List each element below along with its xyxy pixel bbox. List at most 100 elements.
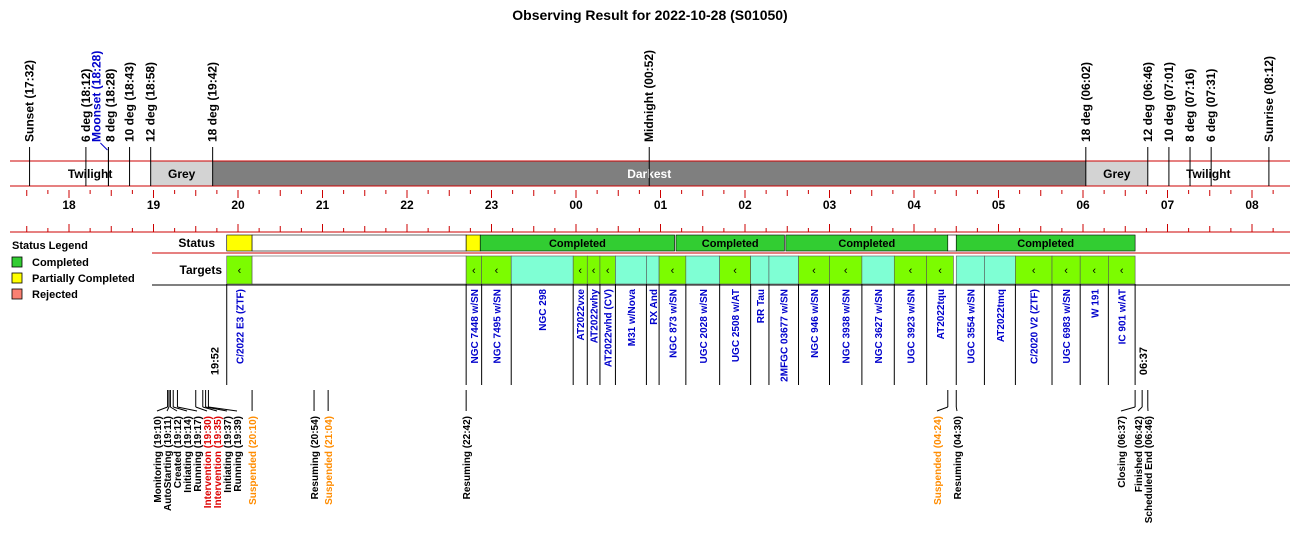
target-marker-0: ‹	[238, 265, 242, 277]
event-label-2: Created (19:12)	[173, 416, 184, 488]
marker-label-0: Sunset (17:32)	[23, 60, 37, 142]
event-label-16: Finished (06:42)	[1134, 416, 1145, 492]
target-block-11	[685, 255, 720, 285]
target-marker-19: ‹	[938, 265, 942, 277]
marker-label-10: 10 deg (07:01)	[1162, 62, 1176, 142]
hour-label-07: 07	[1161, 198, 1175, 212]
target-name-20: UGC 3554 w/SN	[966, 289, 977, 363]
status-block-3	[479, 234, 675, 252]
target-marker-18: ‹	[909, 265, 913, 277]
target-block-1	[251, 255, 467, 285]
event-label-9: Suspended (20:10)	[248, 416, 259, 505]
target-name-3: NGC 7495 w/SN	[492, 289, 503, 363]
target-name-12: UGC 2508 w/AT	[731, 289, 742, 362]
target-name-15: NGC 946 w/SN	[810, 289, 821, 358]
event-connector-7	[205, 406, 228, 412]
target-marker-7: ‹	[606, 265, 610, 277]
target-name-10: NGC 873 w/SN	[668, 289, 679, 358]
target-marker-3: ‹	[495, 265, 499, 277]
hour-label-06: 06	[1076, 198, 1090, 212]
chart-title: Observing Result for 2022-10-28 (S01050)	[512, 7, 787, 23]
target-block-12	[719, 255, 751, 285]
legend-label-1: Partially Completed	[32, 273, 135, 285]
status-row: Status Completed Completed Completed Complet…	[152, 234, 1290, 254]
hour-label-01: 01	[654, 198, 668, 212]
target-marker-22: ‹	[1032, 265, 1036, 277]
legend-swatch-2	[11, 288, 23, 300]
marker-label-4: 10 deg (18:43)	[123, 62, 137, 142]
target-name-22: C/2020 V2 (ZTF)	[1030, 289, 1041, 364]
event-log: Monitoring (19:10) AutoStarting (19:11) Cr…	[153, 390, 1155, 523]
event-label-10: Resuming (20:54)	[310, 416, 321, 499]
target-marker-23: ‹	[1064, 265, 1068, 277]
target-marker-16: ‹	[844, 265, 848, 277]
target-name-5: AT2022vxe	[576, 289, 587, 341]
status-block-4	[675, 234, 785, 252]
target-name-8: M31 w/Nova	[627, 289, 638, 347]
target-block-16	[829, 255, 863, 285]
hour-label-03: 03	[823, 198, 837, 212]
status-block-1	[251, 234, 467, 252]
event-connector-0	[156, 406, 168, 412]
marker-label-8: 18 deg (06:02)	[1079, 62, 1093, 142]
event-connector-3	[173, 406, 188, 412]
status-block-0	[226, 234, 253, 252]
event-connector-16	[1137, 406, 1143, 412]
period-label-3: Grey	[1103, 167, 1131, 181]
time-annotation-1: 06:37	[1138, 347, 1150, 375]
legend-label-0: Completed	[32, 257, 89, 269]
target-name-19: AT2022tqu	[936, 289, 947, 339]
marker-label-6: 18 deg (19:42)	[206, 62, 220, 142]
event-connector-1	[166, 406, 170, 412]
time-annotation-0: 19:52	[210, 347, 222, 375]
legend-label-2: Rejected	[32, 289, 78, 301]
hour-label-05: 05	[992, 198, 1006, 212]
marker-label-5: 12 deg (18:58)	[144, 62, 158, 142]
target-block-4	[510, 255, 574, 285]
event-label-3: Initiating (19:14)	[183, 416, 194, 493]
target-name-14: 2MFGC 03677 w/SN	[780, 289, 791, 382]
marker-label-12: 6 deg (07:31)	[1204, 69, 1218, 142]
event-connector-6	[202, 406, 218, 412]
event-connector-15	[1120, 406, 1136, 412]
status-block-label-5: Completed	[838, 238, 895, 250]
target-name-17: NGC 3627 w/SN	[874, 289, 885, 363]
target-name-13: RR Tau	[756, 289, 767, 323]
targets-row: Targets ‹ C/2022 E3 (ZTF) ‹ NGC 7448 w/SN ‹ NG…	[152, 255, 1290, 385]
period-1	[150, 161, 213, 186]
event-label-8: Running (19:39)	[233, 416, 244, 492]
event-label-6: Intervention (19:35)	[213, 416, 224, 508]
target-block-17	[861, 255, 895, 285]
status-block-6	[947, 234, 957, 252]
target-block-25	[1108, 255, 1136, 285]
sky-markers: Sunset (17:32) 6 deg (18:12)Moonset (18:2…	[23, 50, 1276, 186]
status-row-label: Status	[178, 236, 215, 250]
marker-label-2: Moonset (18:28)	[89, 51, 103, 142]
event-connector-4	[177, 406, 198, 412]
target-name-23: UGC 6983 w/SN	[1062, 289, 1073, 363]
status-block-label-7: Completed	[1017, 238, 1074, 250]
marker-label-9: 12 deg (06:46)	[1141, 62, 1155, 142]
legend-swatch-1	[11, 272, 23, 284]
event-label-11: Suspended (21:04)	[324, 416, 335, 505]
status-block-7	[955, 234, 1136, 252]
event-label-13: Suspended (04:24)	[933, 416, 944, 505]
target-block-9	[646, 255, 660, 285]
event-connector-14	[955, 406, 958, 412]
status-block-label-4: Completed	[702, 238, 759, 250]
target-name-16: NGC 3938 w/SN	[842, 289, 853, 363]
target-name-11: UGC 2028 w/SN	[699, 289, 710, 363]
target-marker-15: ‹	[812, 265, 816, 277]
hour-axis: 18 19 20 21 22 23 00 01 02 03 04 05 06 07 08	[10, 190, 1290, 233]
moonset-connector	[100, 142, 108, 151]
target-name-21: AT2022tmq	[996, 289, 1007, 342]
target-block-14	[768, 255, 799, 285]
event-connector-5	[195, 406, 208, 412]
target-name-25: IC 901 w/AT	[1118, 289, 1129, 344]
hour-label-00: 00	[569, 198, 583, 212]
target-marker-6: ‹	[592, 265, 596, 277]
marker-label-3: 8 deg (18:28)	[103, 69, 117, 142]
hour-label-20: 20	[231, 198, 245, 212]
period-label-4: Twilight	[1186, 167, 1230, 181]
